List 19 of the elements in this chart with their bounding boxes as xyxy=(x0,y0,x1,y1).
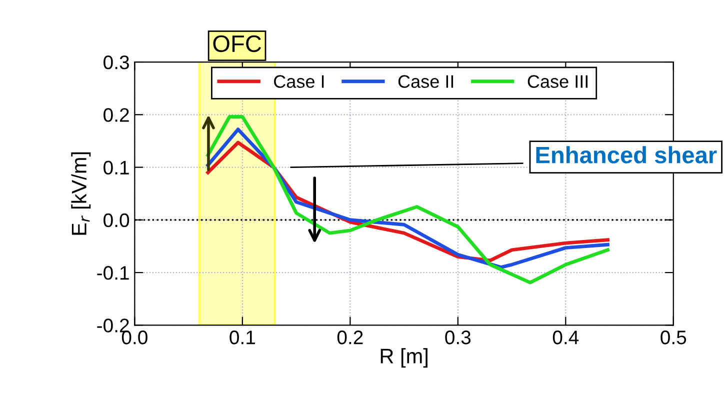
y-axis-title: E$_{r}$ [kV/m] xyxy=(71,152,91,235)
y-tick-label: 0.2 xyxy=(104,108,129,122)
y-tick-label: -0.1 xyxy=(97,266,129,280)
y-tick-label: -0.2 xyxy=(97,318,129,332)
x-tick-label: 0.3 xyxy=(445,330,471,344)
y-tick-label: 0.0 xyxy=(104,213,130,228)
x-tick-label: 0.0 xyxy=(122,330,148,344)
legend-label: Case III xyxy=(528,75,588,88)
band-label: OFC xyxy=(213,35,262,52)
x-axis-title: R [m] xyxy=(380,348,428,368)
x-tick-label: 0.5 xyxy=(660,330,686,344)
y-tick-label: 0.1 xyxy=(104,160,129,175)
x-tick-label: 0.2 xyxy=(337,330,363,344)
x-tick-label: 0.1 xyxy=(230,330,255,344)
legend-label: Case II xyxy=(398,75,454,88)
annotation: Enhanced shear xyxy=(536,146,717,164)
legend-label: Case I xyxy=(274,75,324,88)
y-tick-label: 0.3 xyxy=(104,55,129,70)
x-tick-label: 0.4 xyxy=(552,330,579,344)
